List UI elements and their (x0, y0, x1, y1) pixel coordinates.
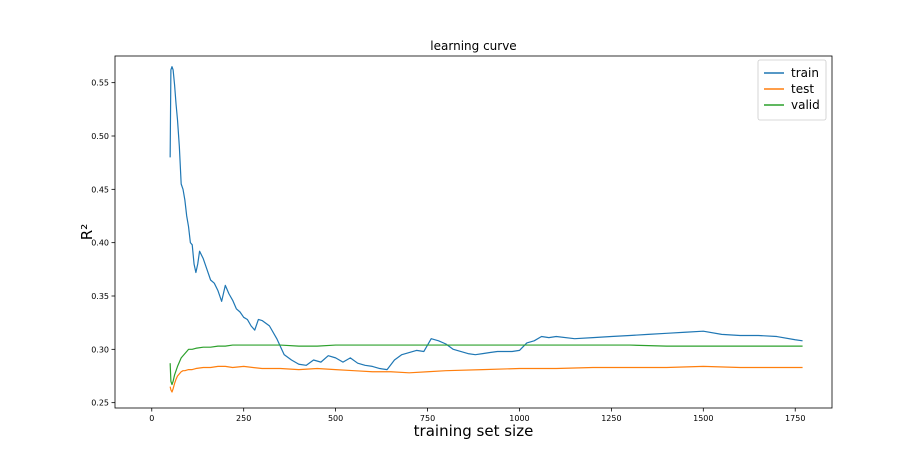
y-axis-label: R² (78, 224, 96, 240)
y-tick-label: 0.35 (91, 292, 109, 301)
series-layer (169, 66, 803, 393)
series-line-test (169, 365, 803, 393)
y-tick-label: 0.30 (91, 345, 109, 354)
legend-label-test: test (791, 82, 814, 96)
x-tick-label: 1750 (785, 414, 805, 423)
axes-frame (114, 55, 833, 409)
y-tick-label: 0.45 (91, 185, 109, 194)
x-tick-label: 1000 (509, 414, 529, 423)
x-tick-label: 750 (420, 414, 435, 423)
x-tick-label: 250 (236, 414, 251, 423)
y-tick-label: 0.25 (91, 399, 109, 408)
x-axis-ticks: 0 250 500 750 1000 1250 1500 1750 (149, 408, 805, 423)
y-tick-label: 0.40 (91, 239, 109, 248)
legend-label-valid: valid (791, 98, 820, 112)
y-axis-ticks: 0.25 0.30 0.35 0.40 0.45 0.50 0.55 (91, 79, 115, 408)
x-tick-label: 0 (149, 414, 154, 423)
x-axis-label: training set size (414, 422, 534, 440)
chart-title: learning curve (430, 39, 516, 53)
x-tick-label: 500 (328, 414, 343, 423)
series-line-train (169, 66, 803, 371)
x-tick-label: 1250 (601, 414, 621, 423)
legend-label-train: train (791, 66, 819, 80)
series-line-valid (169, 344, 803, 386)
x-tick-label: 1500 (693, 414, 713, 423)
legend: train test valid (757, 59, 827, 121)
y-tick-label: 0.55 (91, 79, 109, 88)
y-tick-label: 0.50 (91, 132, 109, 141)
